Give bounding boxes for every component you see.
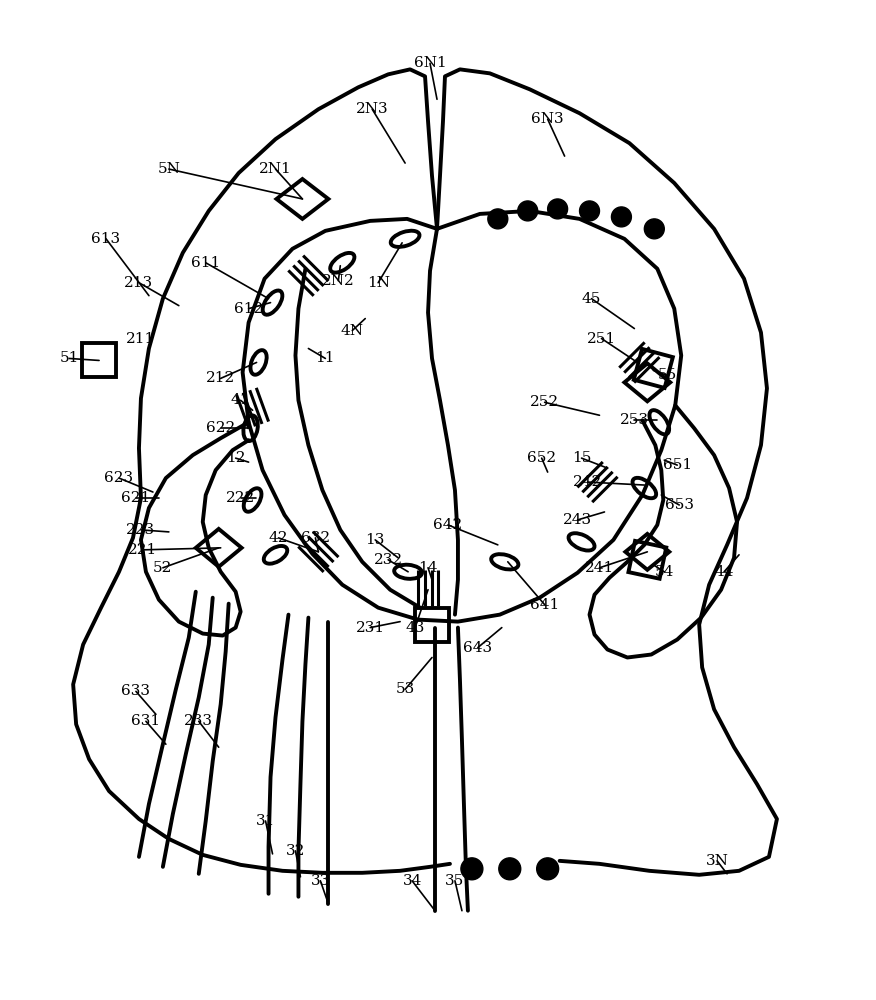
- Text: 622: 622: [206, 421, 236, 435]
- Text: 11: 11: [315, 351, 336, 365]
- Text: 1N: 1N: [367, 276, 390, 290]
- Text: 642: 642: [434, 518, 463, 532]
- Text: 33: 33: [311, 874, 330, 888]
- Text: 2N2: 2N2: [322, 274, 355, 288]
- Text: 42: 42: [269, 531, 288, 545]
- Text: 45: 45: [582, 292, 601, 306]
- Text: 212: 212: [206, 371, 236, 385]
- Circle shape: [488, 209, 508, 229]
- Text: 211: 211: [126, 332, 156, 346]
- Text: 251: 251: [587, 332, 616, 346]
- Text: 35: 35: [445, 874, 464, 888]
- Text: 2N3: 2N3: [356, 102, 389, 116]
- Text: 621: 621: [122, 491, 151, 505]
- Text: 612: 612: [234, 302, 263, 316]
- Text: 15: 15: [572, 451, 591, 465]
- Text: 53: 53: [395, 682, 414, 696]
- Text: 44: 44: [714, 565, 734, 579]
- Text: 631: 631: [131, 714, 160, 728]
- Text: 6N1: 6N1: [413, 56, 447, 70]
- Text: 43: 43: [406, 621, 425, 635]
- Text: 613: 613: [91, 232, 121, 246]
- Text: 32: 32: [286, 844, 305, 858]
- Text: 34: 34: [402, 874, 421, 888]
- Text: 213: 213: [124, 276, 153, 290]
- Text: 623: 623: [104, 471, 133, 485]
- Text: 232: 232: [373, 553, 403, 567]
- Circle shape: [548, 199, 568, 219]
- Text: 5N: 5N: [158, 162, 180, 176]
- Circle shape: [611, 207, 632, 227]
- Text: 253: 253: [620, 413, 649, 427]
- Text: 611: 611: [191, 256, 221, 270]
- Text: 241: 241: [585, 561, 614, 575]
- Text: 641: 641: [530, 598, 559, 612]
- Text: 3N: 3N: [706, 854, 729, 868]
- Text: 6N3: 6N3: [532, 112, 564, 126]
- Text: 51: 51: [60, 351, 79, 365]
- Circle shape: [461, 858, 483, 880]
- Text: 12: 12: [226, 451, 245, 465]
- Text: 632: 632: [300, 531, 330, 545]
- Text: 31: 31: [256, 814, 275, 828]
- Text: 222: 222: [226, 491, 255, 505]
- Circle shape: [498, 858, 520, 880]
- Text: 14: 14: [418, 561, 438, 575]
- Text: 13: 13: [365, 533, 385, 547]
- Text: 243: 243: [563, 513, 592, 527]
- Text: 54: 54: [654, 565, 674, 579]
- Text: 52: 52: [153, 561, 173, 575]
- Text: 233: 233: [184, 714, 213, 728]
- Text: 223: 223: [126, 523, 156, 537]
- Circle shape: [645, 219, 664, 239]
- Circle shape: [537, 858, 559, 880]
- Text: 242: 242: [573, 475, 602, 489]
- Text: 252: 252: [530, 395, 559, 409]
- Text: 653: 653: [665, 498, 694, 512]
- Text: 231: 231: [356, 621, 385, 635]
- Text: 4N: 4N: [341, 324, 364, 338]
- Text: 643: 643: [463, 641, 492, 655]
- Text: 221: 221: [128, 543, 158, 557]
- Circle shape: [518, 201, 538, 221]
- Text: 55: 55: [658, 368, 677, 382]
- Text: 652: 652: [527, 451, 556, 465]
- Text: 2N1: 2N1: [259, 162, 292, 176]
- Circle shape: [580, 201, 599, 221]
- Text: 651: 651: [662, 458, 692, 472]
- Text: 41: 41: [231, 393, 251, 407]
- Text: 633: 633: [122, 684, 151, 698]
